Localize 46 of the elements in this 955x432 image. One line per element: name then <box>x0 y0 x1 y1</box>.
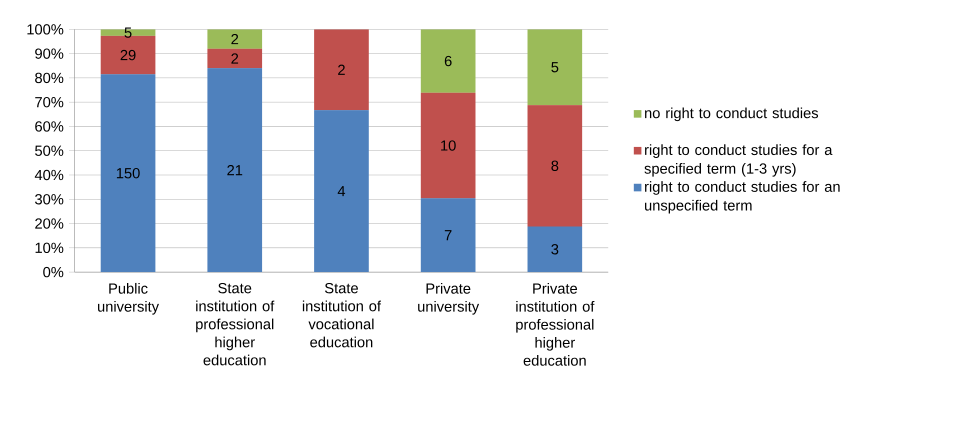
bar <box>420 29 476 93</box>
y-tick-label: 70% <box>35 96 64 108</box>
x-tick-label: State institution of vocational education <box>302 282 382 348</box>
bar <box>420 198 476 272</box>
y-tick-label: 80% <box>35 72 64 84</box>
bar <box>207 68 262 272</box>
annotation: 8 <box>551 160 558 171</box>
bar <box>420 92 476 198</box>
annotation: 6 <box>444 56 452 66</box>
bar <box>528 29 582 106</box>
bar <box>528 226 582 272</box>
annotation: 2 <box>338 64 345 75</box>
x-tick-label: Public university <box>98 282 159 315</box>
y-tick-label: 10% <box>36 242 64 253</box>
bar <box>100 74 156 272</box>
annotation: 5 <box>551 62 558 72</box>
bar <box>528 105 582 226</box>
annotation: 2 <box>231 34 238 44</box>
y-tick-label: 40% <box>34 170 64 180</box>
y-tick-label: 90% <box>35 48 64 59</box>
legend-label: right to conduct studies for an unspecified term <box>645 181 840 214</box>
y-tick-label: 30% <box>35 194 64 204</box>
x-tick-label: Private institution of professional higher education <box>516 282 594 366</box>
bar <box>100 29 156 36</box>
annotation: 2 <box>231 53 238 64</box>
annotation: 7 <box>444 230 452 240</box>
y-tick-label: 0% <box>43 266 64 278</box>
annotation: 150 <box>116 168 140 178</box>
legend-label: no right to conduct studies <box>645 107 818 122</box>
y-tick-label: 100% <box>27 24 64 34</box>
x-tick-label: State institution of professional higher education <box>196 282 274 366</box>
y-tick-label: 60% <box>35 121 64 132</box>
annotation: 3 <box>551 244 558 254</box>
annotation: 5 <box>124 27 132 38</box>
x-tick-label: Private university <box>418 282 480 315</box>
annotation: 21 <box>227 164 242 176</box>
bar <box>314 29 369 110</box>
y-tick-label: 50% <box>35 145 64 156</box>
legend-label: right to conduct studies for a specified term (1-3 yrs) <box>644 144 832 177</box>
annotation: 10 <box>441 140 456 151</box>
annotation: 29 <box>120 50 136 60</box>
bar <box>207 48 262 68</box>
annotation: 4 <box>338 186 346 196</box>
bar <box>314 110 369 272</box>
bar <box>207 29 262 49</box>
y-tick-label: 20% <box>35 218 64 229</box>
